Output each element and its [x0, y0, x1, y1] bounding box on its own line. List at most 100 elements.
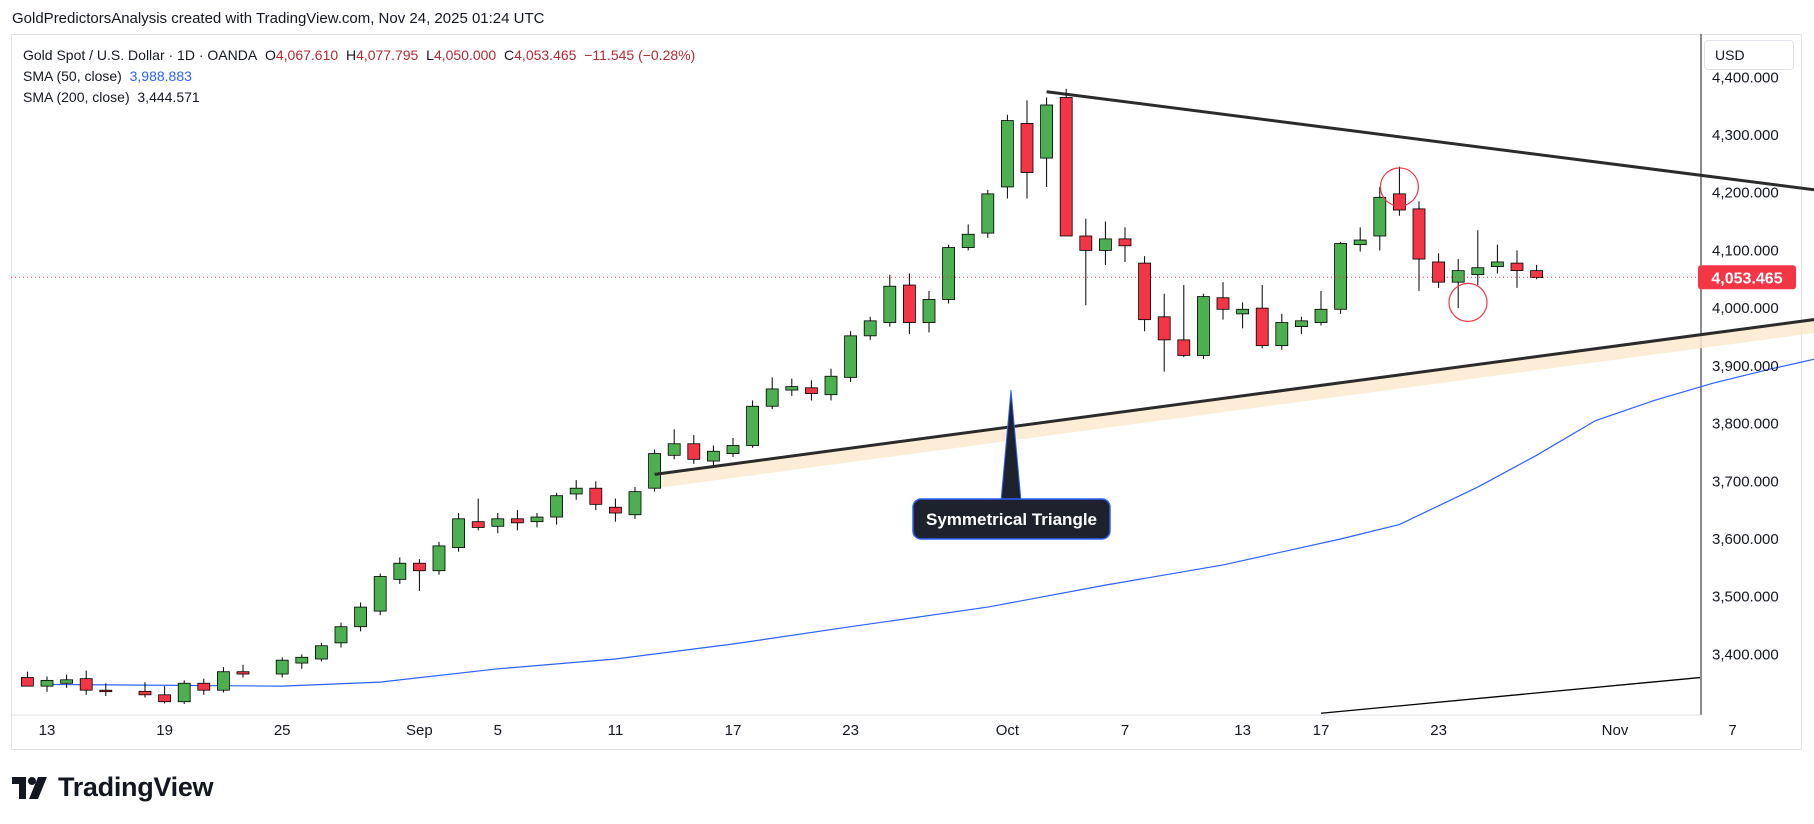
candle: [765, 377, 779, 410]
candle-body-down: [1510, 262, 1524, 272]
candle-body-up: [785, 386, 799, 391]
close-label: C: [504, 47, 515, 63]
candle-body-down: [99, 689, 113, 693]
candle-body-down: [197, 682, 211, 691]
candle: [609, 498, 622, 522]
candle: [589, 481, 603, 511]
support-trendline[interactable]: [654, 283, 1814, 476]
time-tick-label: 23: [1430, 722, 1447, 739]
price-tick-label: 3,700.000: [1712, 473, 1779, 490]
current-price-tag: 4,053.465: [1698, 265, 1796, 290]
candle-body-up: [922, 299, 936, 323]
candle-body-down: [1216, 297, 1230, 310]
time-tick-label: Oct: [996, 722, 1020, 739]
candle-body-up: [550, 495, 563, 518]
candle-body-up: [1314, 308, 1328, 323]
candle: [1295, 316, 1308, 335]
time-tick-label: 7: [1728, 722, 1736, 739]
candle: [138, 682, 152, 698]
candle-body-up: [314, 645, 328, 660]
attribution-line: GoldPredictorsAnalysis created with Trad…: [12, 10, 545, 27]
candle-body-up: [432, 545, 446, 572]
price-tick-label: 3,800.000: [1712, 416, 1779, 433]
candle: [903, 273, 916, 335]
candle: [1314, 290, 1328, 326]
candle-body-down: [236, 671, 250, 675]
candle: [60, 674, 73, 688]
time-tick-label: Nov: [1602, 722, 1629, 739]
candle: [334, 622, 348, 648]
candle: [275, 657, 289, 678]
candle: [1197, 293, 1210, 359]
open-label: O: [264, 47, 276, 63]
candle-body-up: [648, 453, 661, 489]
time-tick-label: 17: [725, 722, 742, 739]
candle: [432, 541, 446, 575]
candle-body-up: [961, 233, 975, 248]
candle: [922, 290, 936, 333]
candle: [314, 642, 328, 662]
candle-body-up: [1295, 320, 1308, 327]
change-value: −11.545 (−0.28%): [584, 47, 696, 63]
candle: [158, 686, 172, 704]
candle: [961, 224, 975, 251]
price-tick-label: 4,000.000: [1712, 300, 1779, 317]
candle: [550, 492, 563, 525]
candle: [1059, 88, 1073, 237]
candle-body-up: [177, 682, 191, 703]
candle: [177, 680, 191, 705]
price-tick-label: 4,100.000: [1712, 242, 1779, 259]
time-tick-label: 17: [1313, 722, 1330, 739]
sma50-label: SMA (50, close): [23, 68, 122, 84]
candle: [648, 449, 661, 492]
candle-body-down: [1393, 193, 1406, 211]
candle-body-up: [1099, 238, 1112, 251]
symmetrical-triangle-callout[interactable]: Symmetrical Triangle: [912, 390, 1111, 540]
sma50-value: 3,988.883: [129, 68, 192, 84]
candle-body-down: [1079, 235, 1093, 251]
candle-body-up: [863, 320, 877, 337]
price-tick-label: 3,600.000: [1712, 531, 1779, 548]
candle-body-up: [1451, 270, 1465, 283]
currency-selector[interactable]: USD: [1704, 40, 1794, 70]
candle-body-down: [903, 284, 916, 323]
candle-body-up: [1471, 267, 1485, 276]
candle-body-down: [1059, 97, 1073, 237]
high-value: 4,077.795: [356, 47, 419, 63]
candle: [981, 189, 995, 238]
low-label: L: [426, 47, 434, 63]
candle-body-up: [275, 659, 289, 675]
candle-body-down: [687, 443, 701, 460]
tradingview-logo[interactable]: TradingView: [12, 772, 214, 803]
candle: [393, 557, 407, 584]
candle: [1432, 253, 1445, 288]
candle: [295, 654, 309, 669]
candle: [942, 244, 955, 304]
candle: [530, 513, 544, 528]
candle-body-up: [1197, 296, 1210, 356]
candle-body-up: [1040, 104, 1053, 159]
candle-body-up: [295, 656, 309, 664]
candle: [1118, 227, 1132, 262]
candle: [628, 487, 642, 519]
candle: [1412, 201, 1426, 291]
candle-body-down: [1020, 123, 1034, 173]
candle-body-down: [412, 562, 426, 572]
candle-body-up: [354, 606, 368, 628]
time-tick-label: Sep: [406, 722, 433, 739]
resistance-trendline[interactable]: [1046, 90, 1814, 225]
candle-body-down: [20, 677, 34, 687]
candle-body-up: [569, 487, 583, 495]
candle: [1236, 302, 1249, 329]
time-tick-label: 7: [1121, 722, 1129, 739]
candle-body-up: [942, 247, 955, 300]
candle: [1334, 241, 1347, 314]
candle-body-up: [393, 562, 407, 580]
candle-body-up: [746, 405, 759, 446]
candle-body-down: [1255, 307, 1269, 347]
candle-body-up: [1275, 322, 1289, 347]
candle-body-down: [1118, 238, 1132, 247]
candle: [99, 683, 113, 696]
candle: [667, 429, 681, 460]
